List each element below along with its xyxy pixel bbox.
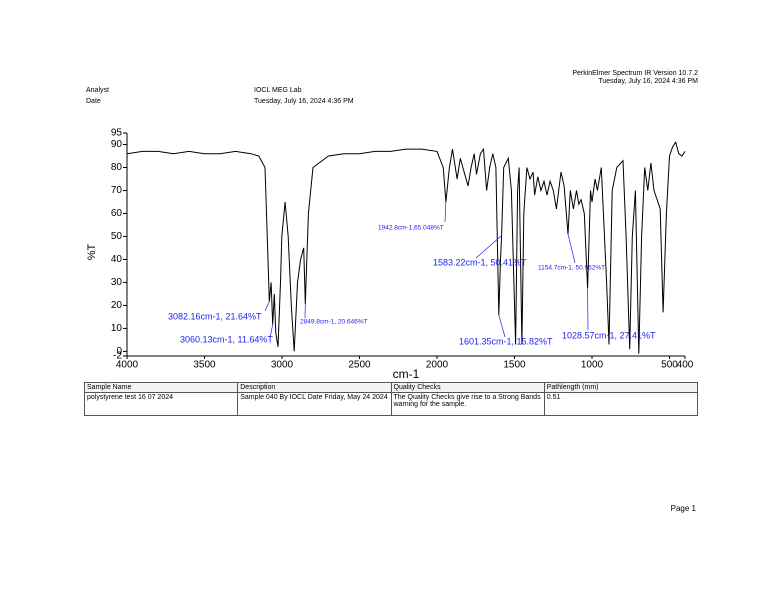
y-tick-label: 90 — [111, 139, 123, 150]
y-tick-label: 40 — [111, 254, 123, 265]
peak-leader — [444, 201, 447, 223]
column-header: Pathlength (mm) — [543, 382, 699, 393]
peak-label: 3082.16cm-1, 21.64%T — [168, 311, 262, 321]
peak-leader — [269, 324, 274, 339]
y-tick-label: 60 — [111, 208, 123, 219]
peak-leader — [264, 301, 270, 312]
peak-leader — [475, 235, 502, 259]
page-number: Page 1 — [670, 504, 696, 513]
peak-label: 1154.7cm-1, 50.962%T — [538, 265, 605, 272]
printed-date: Tuesday, July 16, 2024 4:36 PM — [598, 78, 698, 85]
x-axis-label: cm-1 — [393, 367, 420, 380]
x-tick-label: 2500 — [348, 360, 371, 371]
y-tick-label: 50 — [111, 231, 123, 242]
table-row: polystyrene test 16 07 2024 Sample 040 By… — [83, 392, 699, 416]
peak-label: 1028.57cm-1, 27.41%T — [562, 330, 656, 340]
table-cell: polystyrene test 16 07 2024 — [83, 392, 239, 416]
y-tick-label: 70 — [111, 185, 123, 196]
y-axis-label: %T — [86, 243, 98, 260]
spectrum — [126, 141, 686, 354]
x-tick-label: 1500 — [503, 360, 526, 371]
software: PerkinElmer Spectrum IR Version 10.7.2 — [572, 70, 698, 77]
y-tick-label: 95 — [111, 128, 123, 139]
x-tick-label: 3000 — [271, 360, 294, 371]
x-tick-label: 500 — [661, 360, 678, 371]
y-tick-label: 0 — [116, 346, 122, 357]
peak-label: 1601.35cm-1, 15.82%T — [459, 336, 553, 346]
table-cell: 0.51 — [543, 392, 699, 416]
column-header: Description — [237, 382, 392, 393]
x-tick-label: 2000 — [426, 360, 449, 371]
field-label: Analyst — [86, 87, 109, 94]
x-tick-label: 400 — [677, 360, 694, 371]
y-tick-label: 10 — [111, 323, 123, 334]
y-tick-label: 80 — [111, 162, 123, 173]
peak-leader — [498, 314, 506, 338]
field-label: Date — [86, 98, 101, 105]
x-tick-label: 4000 — [116, 360, 139, 371]
column-header: Sample Name — [83, 382, 239, 393]
field-value: IOCL MEG Lab — [254, 87, 302, 94]
table-cell: Sample 040 By IOCL Date Friday, May 24 2… — [237, 392, 392, 416]
y-tick-label: 20 — [111, 300, 123, 311]
y-tick-label: -2 — [113, 351, 122, 362]
table-cell: The Quality Checks give rise to a Strong… — [390, 392, 545, 416]
y-tick-label: 30 — [111, 277, 123, 288]
x-tick-label: 3500 — [193, 360, 216, 371]
sample-table: Sample Name Description Quality Checks Path… — [83, 382, 699, 416]
peak-leader — [567, 234, 576, 264]
peak-label: 1942.8cm-1,65.048%T — [378, 225, 444, 232]
peak-label: 3060.13cm-1, 11.64%T — [180, 334, 273, 344]
peak-label: 1583.22cm-1, 50.41%T — [433, 257, 527, 267]
column-header: Quality Checks — [390, 382, 545, 393]
x-tick-label: 1000 — [581, 360, 604, 371]
header-row: Sample Name Description Quality Checks Path… — [83, 382, 699, 393]
field-value: Tuesday, July 16, 2024 4:36 PM — [254, 98, 354, 105]
peak-label: 2849.8cm-1, 20.646%T — [300, 319, 368, 326]
